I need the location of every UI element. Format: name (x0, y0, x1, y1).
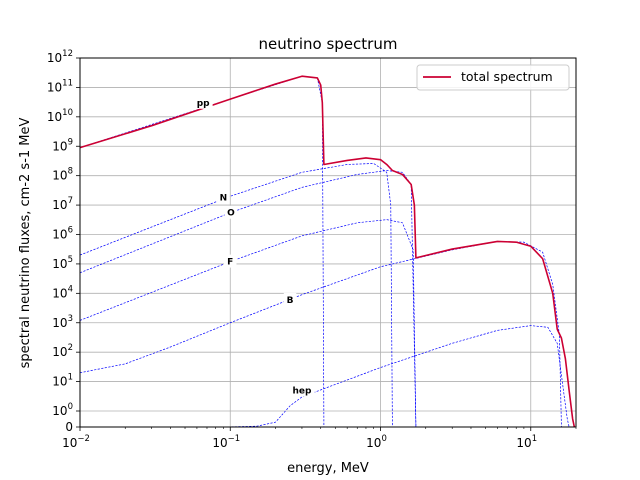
y-tick-label: 107 (52, 196, 73, 212)
series-line-n (79, 163, 393, 428)
y-tick-label: 106 (52, 226, 73, 242)
legend-box (416, 64, 570, 91)
y-tick-base: 10 (52, 198, 67, 212)
x-tick-exponent: 0 (381, 434, 386, 444)
x-tick-exponent: −2 (77, 434, 90, 444)
y-tick-base: 10 (52, 228, 67, 242)
series-line-total-spectrum (79, 75, 576, 428)
y-tick-label: 108 (52, 167, 73, 183)
grid (79, 57, 576, 427)
series-line-f (79, 219, 417, 428)
y-tick-base: 10 (52, 139, 67, 153)
legend: total spectrum (416, 64, 570, 91)
y-tick-exponent: 5 (68, 255, 73, 265)
y-tick-base: 10 (47, 110, 62, 124)
y-tick-base: 10 (47, 51, 62, 65)
curve-label-pp: pp (197, 99, 210, 109)
x-tick-exponent: −1 (228, 434, 241, 444)
y-tick-base: 10 (52, 257, 67, 271)
x-axis-ticks: 10−2 10−1 100 101 (62, 427, 577, 450)
y-tick-base: 0 (65, 420, 73, 434)
y-tick-label: 1011 (47, 78, 73, 94)
y-tick-exponent: 11 (62, 78, 73, 88)
y-tick-exponent: 4 (68, 284, 73, 294)
y-axis-ticks: 0100101102103104105106107108109101010111… (47, 49, 80, 434)
x-tick-label: 101 (516, 434, 537, 450)
x-axis-label: energy, MeV (287, 461, 369, 476)
curve-label-background (217, 190, 230, 204)
curve-label-o: O (227, 209, 235, 219)
y-tick-label: 104 (52, 284, 73, 300)
y-tick-label: 101 (52, 373, 73, 389)
y-axis-label: spectral neutrino fluxes, cm-2 s-1 MeV (18, 117, 33, 368)
x-tick-base: 10 (516, 436, 531, 450)
x-tick-base: 10 (212, 436, 227, 450)
chart-title: neutrino spectrum (259, 35, 398, 53)
y-tick-label: 0 (65, 420, 73, 434)
y-tick-exponent: 6 (68, 226, 73, 236)
y-tick-label: 100 (52, 402, 73, 418)
series-line-o (79, 170, 417, 428)
curve-label-background (224, 254, 237, 268)
y-tick-label: 1012 (47, 49, 73, 65)
y-tick-exponent: 3 (68, 314, 73, 324)
x-tick-label: 10−2 (62, 434, 90, 450)
y-tick-base: 10 (47, 80, 62, 94)
x-tick-exponent: 1 (532, 434, 537, 444)
y-tick-base: 10 (52, 345, 67, 359)
x-tick-label: 10−1 (212, 434, 240, 450)
y-tick-exponent: 8 (68, 167, 73, 177)
y-tick-label: 102 (52, 343, 73, 359)
curve-label-n: N (220, 194, 228, 204)
y-tick-exponent: 9 (68, 137, 73, 147)
curve-label-background (283, 292, 297, 306)
y-tick-exponent: 7 (68, 196, 73, 206)
curve-label-background (289, 383, 315, 397)
curve-label-f: F (227, 258, 233, 268)
x-tick-label: 100 (366, 434, 387, 450)
y-tick-exponent: 12 (62, 49, 73, 59)
y-tick-exponent: 1 (68, 373, 73, 383)
y-tick-base: 10 (52, 286, 67, 300)
y-tick-label: 103 (52, 314, 73, 330)
curve-label-background (193, 95, 213, 109)
x-tick-base: 10 (366, 436, 381, 450)
y-tick-label: 1010 (47, 108, 73, 124)
y-tick-label: 109 (52, 137, 73, 153)
x-tick-base: 10 (62, 436, 77, 450)
curve-label-b: B (287, 296, 294, 306)
y-tick-base: 10 (52, 404, 67, 418)
plot-frame (79, 57, 577, 428)
y-tick-exponent: 0 (68, 402, 73, 412)
legend-entry-total-spectrum: total spectrum (461, 69, 553, 84)
y-tick-exponent: 2 (68, 343, 73, 353)
curve-label-background (224, 205, 238, 219)
y-tick-exponent: 10 (62, 108, 73, 118)
curve-label-hep: hep (292, 386, 312, 396)
y-tick-base: 10 (52, 169, 67, 183)
y-tick-base: 10 (52, 316, 67, 330)
y-tick-label: 105 (52, 255, 73, 271)
y-tick-base: 10 (52, 375, 67, 389)
